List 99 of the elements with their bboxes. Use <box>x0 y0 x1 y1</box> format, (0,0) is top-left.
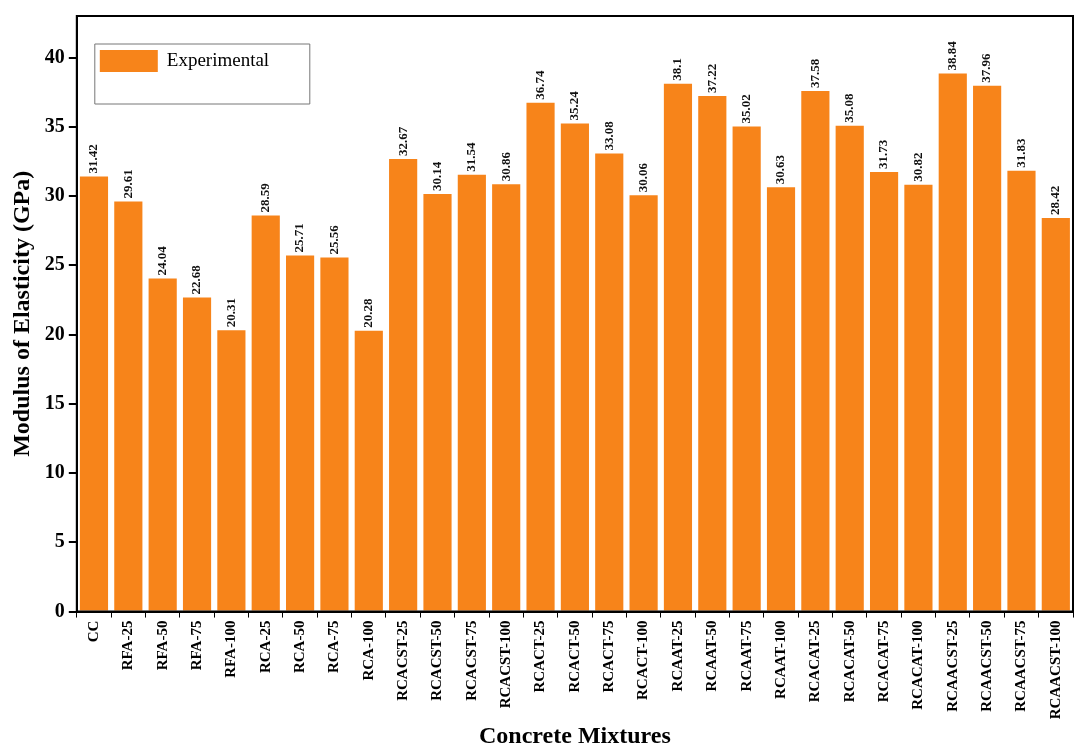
bar <box>595 153 624 611</box>
data-label: 20.31 <box>222 298 238 328</box>
data-label: 20.28 <box>360 297 376 328</box>
bar <box>457 174 486 611</box>
data-label: 31.83 <box>1012 137 1028 168</box>
data-label: 31.54 <box>463 141 479 172</box>
x-tick-label: RCACT-100 <box>634 620 651 701</box>
data-label: 32.67 <box>394 126 410 157</box>
x-tick-label: RCAACST-50 <box>978 620 994 712</box>
x-tick-label: RCA-100 <box>359 620 376 681</box>
data-label: 37.22 <box>703 63 719 94</box>
x-tick-label: RCACAT-50 <box>840 620 857 703</box>
data-label: 36.74 <box>531 69 547 100</box>
x-tick-label: RFA-25 <box>119 620 136 671</box>
x-tick-label: RCA-25 <box>256 620 273 674</box>
data-label: 37.96 <box>978 53 994 83</box>
data-label: 37.58 <box>806 58 822 89</box>
bar <box>79 176 109 611</box>
x-tick-label: RFA-50 <box>153 620 170 671</box>
x-tick-label: RFA-75 <box>187 620 204 671</box>
data-label: 38.84 <box>944 40 960 71</box>
x-tick-label: RCAAT-100 <box>771 620 788 699</box>
bar <box>251 215 280 611</box>
x-tick-label: RCACT-50 <box>565 620 582 693</box>
bar <box>732 126 761 611</box>
data-label: 31.42 <box>85 144 101 174</box>
bar <box>1007 170 1036 611</box>
data-label: 35.02 <box>738 94 754 124</box>
data-label: 30.14 <box>428 161 444 192</box>
y-tick-label: 30 <box>44 183 65 206</box>
x-tick-label: RCACT-75 <box>600 620 617 693</box>
x-tick-label: RCACST-100 <box>497 620 514 709</box>
data-label: 30.06 <box>634 162 650 193</box>
data-label: 35.08 <box>841 92 857 123</box>
bar <box>148 278 177 611</box>
data-label: 28.42 <box>1047 185 1063 215</box>
data-label: 38.1 <box>669 58 685 81</box>
y-tick-label: 20 <box>44 321 65 344</box>
x-tick-label: CC <box>84 620 101 643</box>
data-label: 25.56 <box>325 224 341 255</box>
x-tick-label: RCACT-25 <box>531 620 548 693</box>
bar <box>1041 217 1070 611</box>
bar <box>492 184 521 611</box>
bar <box>904 184 933 611</box>
bar <box>629 195 658 611</box>
bar <box>320 257 349 611</box>
data-label: 30.86 <box>497 151 513 182</box>
bar <box>973 85 1002 611</box>
x-tick-label: RCA-75 <box>325 620 342 674</box>
legend-label: Experimental <box>166 48 270 70</box>
data-label: 35.24 <box>566 90 582 121</box>
data-label: 29.61 <box>119 169 135 199</box>
x-axis-title: Concrete Mixtures <box>479 721 671 748</box>
data-label: 31.73 <box>875 139 891 170</box>
x-tick-label: RCAACST-75 <box>1012 620 1029 712</box>
bar <box>560 123 589 611</box>
x-tick-label: RCACST-25 <box>394 620 411 701</box>
y-tick-label: 25 <box>44 252 65 275</box>
bar <box>286 255 315 611</box>
bar <box>423 194 452 611</box>
bar <box>835 125 864 611</box>
bar <box>698 96 727 611</box>
x-tick-label: RCACAT-75 <box>874 620 891 703</box>
data-label: 25.71 <box>291 223 307 253</box>
data-label: 24.04 <box>154 245 170 276</box>
y-tick-label: 5 <box>54 529 65 552</box>
bar <box>354 330 383 611</box>
y-tick-label: 0 <box>54 598 65 621</box>
x-tick-label: RCACAT-25 <box>806 620 823 703</box>
x-tick-label: RCAAT-25 <box>668 620 685 692</box>
bar <box>766 187 796 611</box>
bar <box>938 73 967 611</box>
data-label: 33.08 <box>600 120 616 151</box>
x-tick-label: RCACAT-100 <box>909 620 926 710</box>
x-tick-label: RCAACST-25 <box>943 620 960 712</box>
y-axis-title: Modulus of Elasticity (GPa) <box>7 170 34 457</box>
y-tick-label: 15 <box>44 390 65 413</box>
bar <box>182 297 212 611</box>
data-label: 30.82 <box>909 152 925 182</box>
bar <box>801 91 830 611</box>
x-tick-label: RCAACST-100 <box>1046 620 1063 720</box>
bar <box>217 330 246 611</box>
bar <box>869 172 899 611</box>
bar <box>389 159 418 611</box>
x-tick-label: RCAAT-75 <box>737 620 754 692</box>
bar <box>663 83 693 611</box>
y-tick-label: 10 <box>44 460 65 483</box>
data-label: 22.68 <box>188 264 204 295</box>
x-tick-label: RCA-50 <box>290 620 307 674</box>
data-label: 30.63 <box>772 154 788 185</box>
x-tick-label: RCAAT-50 <box>703 620 720 692</box>
bar <box>114 201 143 611</box>
y-tick-label: 40 <box>44 44 65 67</box>
y-tick-label: 35 <box>44 113 65 136</box>
x-tick-label: RFA-100 <box>222 620 239 678</box>
x-tick-label: RCACST-50 <box>428 620 445 701</box>
x-tick-label: RCACST-75 <box>462 620 479 701</box>
bar <box>526 102 555 611</box>
data-label: 28.59 <box>257 182 273 213</box>
